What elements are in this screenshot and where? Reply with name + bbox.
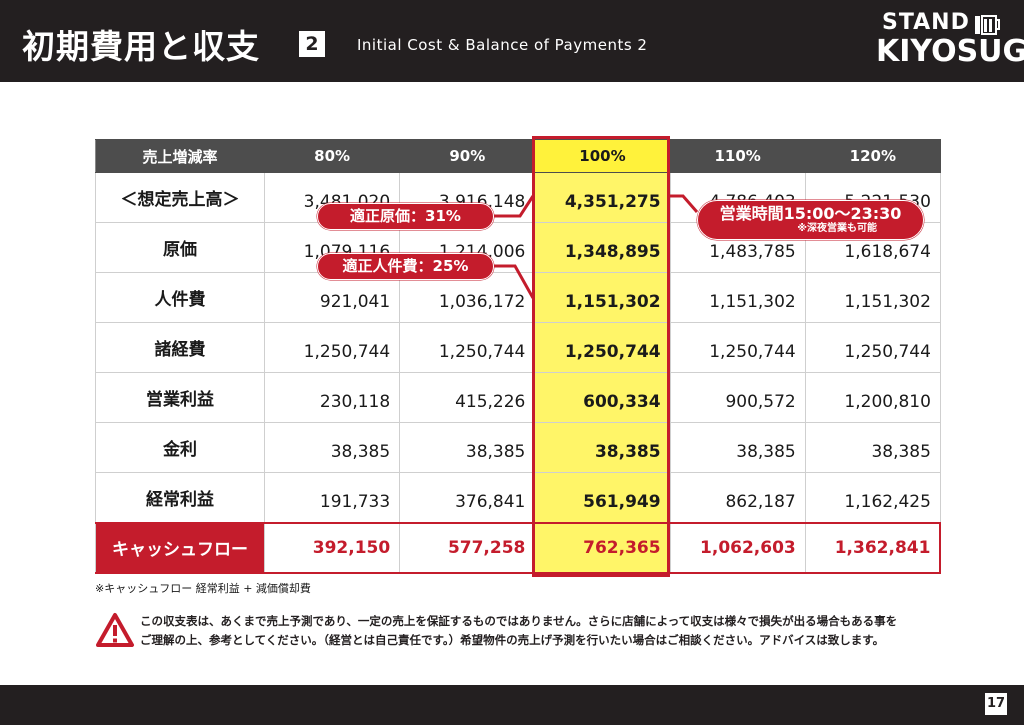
row-label: 人件費 [95,272,265,323]
table-row: 営業利益 230,118 415,226 600,334 900,572 1,2… [95,372,941,423]
header-cell: 110% [669,139,806,173]
page-title: 初期費用と収支 [22,27,260,66]
page-subtitle: Initial Cost & Balance of Payments 2 [357,36,648,54]
table-row: 金利 38,385 38,385 38,385 38,385 38,385 [95,422,941,473]
table-cell: 1,250,744 [669,322,806,373]
callout-cost-rate: 適正原価：31% [317,203,494,230]
logo-text-top: STAND [882,10,970,35]
cashflow-cell-highlight: 762,365 [534,521,671,574]
row-label: 諸経費 [95,322,265,373]
cashflow-cell: 392,150 [263,521,401,574]
cashflow-footnote: ※キャッシュフロー 経常利益 + 減価償却費 [95,582,311,595]
page-number: 17 [985,693,1007,715]
table-cell: 38,385 [263,422,401,473]
row-label: 原価 [95,222,265,273]
warning-triangle-icon [96,613,134,647]
disclaimer-line: この収支表は、あくまで売上予測であり、一定の売上を保証するものではありません。さ… [140,614,898,628]
row-label: ＜想定売上高＞ [95,172,265,223]
table-cell: 38,385 [804,422,941,473]
table-cell-highlight: 561,949 [534,472,671,523]
table-row: 諸経費 1,250,744 1,250,744 1,250,744 1,250,… [95,322,941,373]
cashflow-row: キャッシュフロー 392,150 577,258 762,365 1,062,6… [95,521,942,574]
table-cell: 900,572 [669,372,806,423]
callout-labor-rate: 適正人件費：25% [317,253,494,280]
table-cell-highlight: 4,351,275 [534,172,671,223]
cashflow-cell: 577,258 [399,521,536,574]
logo-text-bottom: KIYOSUGU [876,34,1024,69]
title-badge: 2 [299,31,325,57]
brand-logo: STAND KIYOSUGU [868,8,1024,76]
table-cell: 38,385 [399,422,536,473]
table-cell: 1,162,425 [804,472,941,523]
header-cell: 120% [804,139,941,173]
callout-business-hours: 営業時間15:00〜23:30 ※深夜営業も可能 [697,200,924,240]
table-cell-highlight: 1,151,302 [534,272,671,323]
table-header-row: 売上増減率 80% 90% 100% 110% 120% [95,139,941,173]
row-label: 金利 [95,422,265,473]
table-cell-highlight: 38,385 [534,422,671,473]
table-cell: 1,151,302 [804,272,941,323]
table-cell: 376,841 [399,472,536,523]
header-cell: 90% [399,139,536,173]
cashflow-label: キャッシュフロー [95,521,265,574]
disclaimer: この収支表は、あくまで売上予測であり、一定の売上を保証するものではありません。さ… [140,612,960,650]
table-cell: 1,250,744 [804,322,941,373]
disclaimer-line: ご理解の上、参考としてください。（経営とは自己責任です。）希望物件の売上げ予測を… [140,633,885,647]
beer-glass-icon [975,15,1000,35]
table-cell: 1,250,744 [399,322,536,373]
table-cell-highlight: 600,334 [534,372,671,423]
header-bar [0,0,1024,82]
table-row: 経常利益 191,733 376,841 561,949 862,187 1,1… [95,472,941,523]
cashflow-cell: 1,062,603 [669,521,806,574]
business-hours-text: 営業時間15:00〜23:30 [719,204,902,223]
footer-bar [0,685,1024,725]
table-cell: 230,118 [263,372,401,423]
row-label: 営業利益 [95,372,265,423]
table-cell: 38,385 [669,422,806,473]
header-cell-highlight: 100% [534,139,671,173]
table-cell-highlight: 1,348,895 [534,222,671,273]
table-cell: 415,226 [399,372,536,423]
table-cell: 1,250,744 [263,322,401,373]
header-cell: 売上増減率 [95,139,265,173]
table-cell: 1,036,172 [399,272,536,323]
table-cell: 1,200,810 [804,372,941,423]
table-cell: 191,733 [263,472,401,523]
table-cell: 862,187 [669,472,806,523]
header-cell: 80% [263,139,401,173]
table-row: 人件費 921,041 1,036,172 1,151,302 1,151,30… [95,272,941,323]
table-cell: 921,041 [263,272,401,323]
row-label: 経常利益 [95,472,265,523]
cashflow-cell: 1,362,841 [804,521,942,574]
table-cell: 1,151,302 [669,272,806,323]
table-cell-highlight: 1,250,744 [534,322,671,373]
late-night-note: ※深夜営業も可能 [797,223,877,234]
